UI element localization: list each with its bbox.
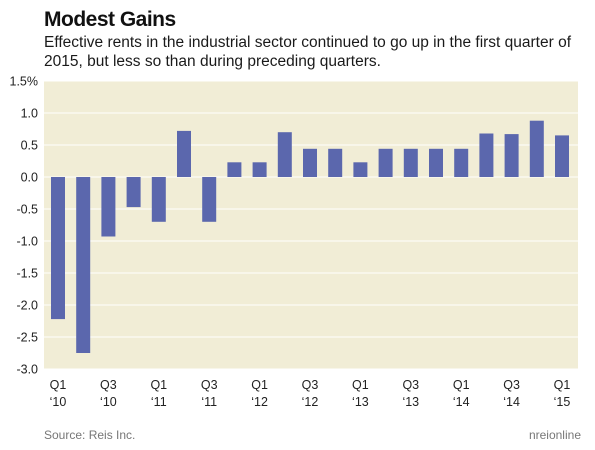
x-tick-label-quarter: Q1 [554,378,571,392]
bar [101,177,116,237]
chart-title: Modest Gains [44,8,176,31]
y-tick-label: -0.5 [16,203,38,217]
bar [202,177,217,222]
x-tick-label-quarter: Q1 [150,378,167,392]
credit-label: nreionline [528,428,581,442]
bar [454,148,469,177]
gridlines [44,80,578,370]
bar [529,120,544,177]
y-tick-label: 1.5% [10,75,39,89]
x-tick-label-quarter: Q1 [50,378,67,392]
bar-chart: 1.5% 1.0 0.5 0.0 -0.5 -1.0 -1.5 -2.0 -2.5 -3.0 Q1… [10,75,578,409]
x-tick-label-year: ‘11 [201,395,217,409]
bar [177,130,191,177]
x-tick-label-quarter: Q1 [251,378,268,392]
plot-background [44,81,578,369]
x-tick-label-year: ‘15 [554,395,571,409]
x-axis: Q1 ‘10 Q3 ‘10 Q1 ‘11 Q3 ‘11 Q1 ‘12 Q3 ‘12 Q1 ‘13 Q3 ‘13… [50,378,571,409]
bar [252,162,267,177]
bar [555,135,569,177]
bar [277,132,292,177]
x-tick-label-year: ‘10 [50,395,67,409]
bars [51,120,569,353]
x-tick-label-quarter: Q3 [302,378,319,392]
chart-subtitle: Effective rents in the industrial sector… [44,34,572,70]
bar [378,148,393,177]
y-tick-label: -1.5 [16,267,38,281]
bar [479,133,494,177]
bar [76,177,91,353]
x-tick-label-quarter: Q3 [100,378,117,392]
x-tick-label-quarter: Q1 [352,378,369,392]
bar [328,148,343,177]
y-tick-label: -2.5 [16,331,38,345]
y-tick-label: -1.0 [16,235,38,249]
x-tick-label-year: ‘14 [503,395,520,409]
y-tick-label: 0.0 [21,171,38,185]
x-tick-label-quarter: Q3 [402,378,419,392]
x-tick-label-year: ‘13 [352,395,369,409]
source-note: Source: Reis Inc. [44,428,136,442]
bar [151,177,166,222]
bar [353,162,368,177]
y-tick-label: -3.0 [16,363,38,377]
x-tick-label-quarter: Q3 [503,378,520,392]
y-tick-label: 1.0 [21,107,38,121]
bar [227,162,242,177]
x-tick-label-year: ‘11 [151,395,167,409]
x-tick-label-year: ‘12 [251,395,268,409]
bar [403,148,418,177]
bar [126,177,141,208]
bar [504,134,519,177]
y-tick-label: -2.0 [16,299,38,313]
bar [51,177,65,320]
x-tick-label-year: ‘10 [100,395,117,409]
x-tick-label-quarter: Q1 [453,378,470,392]
x-tick-label-year: ‘12 [302,395,319,409]
x-tick-label-year: ‘14 [453,395,470,409]
y-tick-label: 0.5 [21,139,38,153]
y-axis: 1.5% 1.0 0.5 0.0 -0.5 -1.0 -1.5 -2.0 -2.5 -3.0 [10,75,39,377]
x-tick-label-year: ‘13 [402,395,419,409]
bar [429,148,443,177]
x-tick-label-quarter: Q3 [201,378,218,392]
bar [303,148,317,177]
